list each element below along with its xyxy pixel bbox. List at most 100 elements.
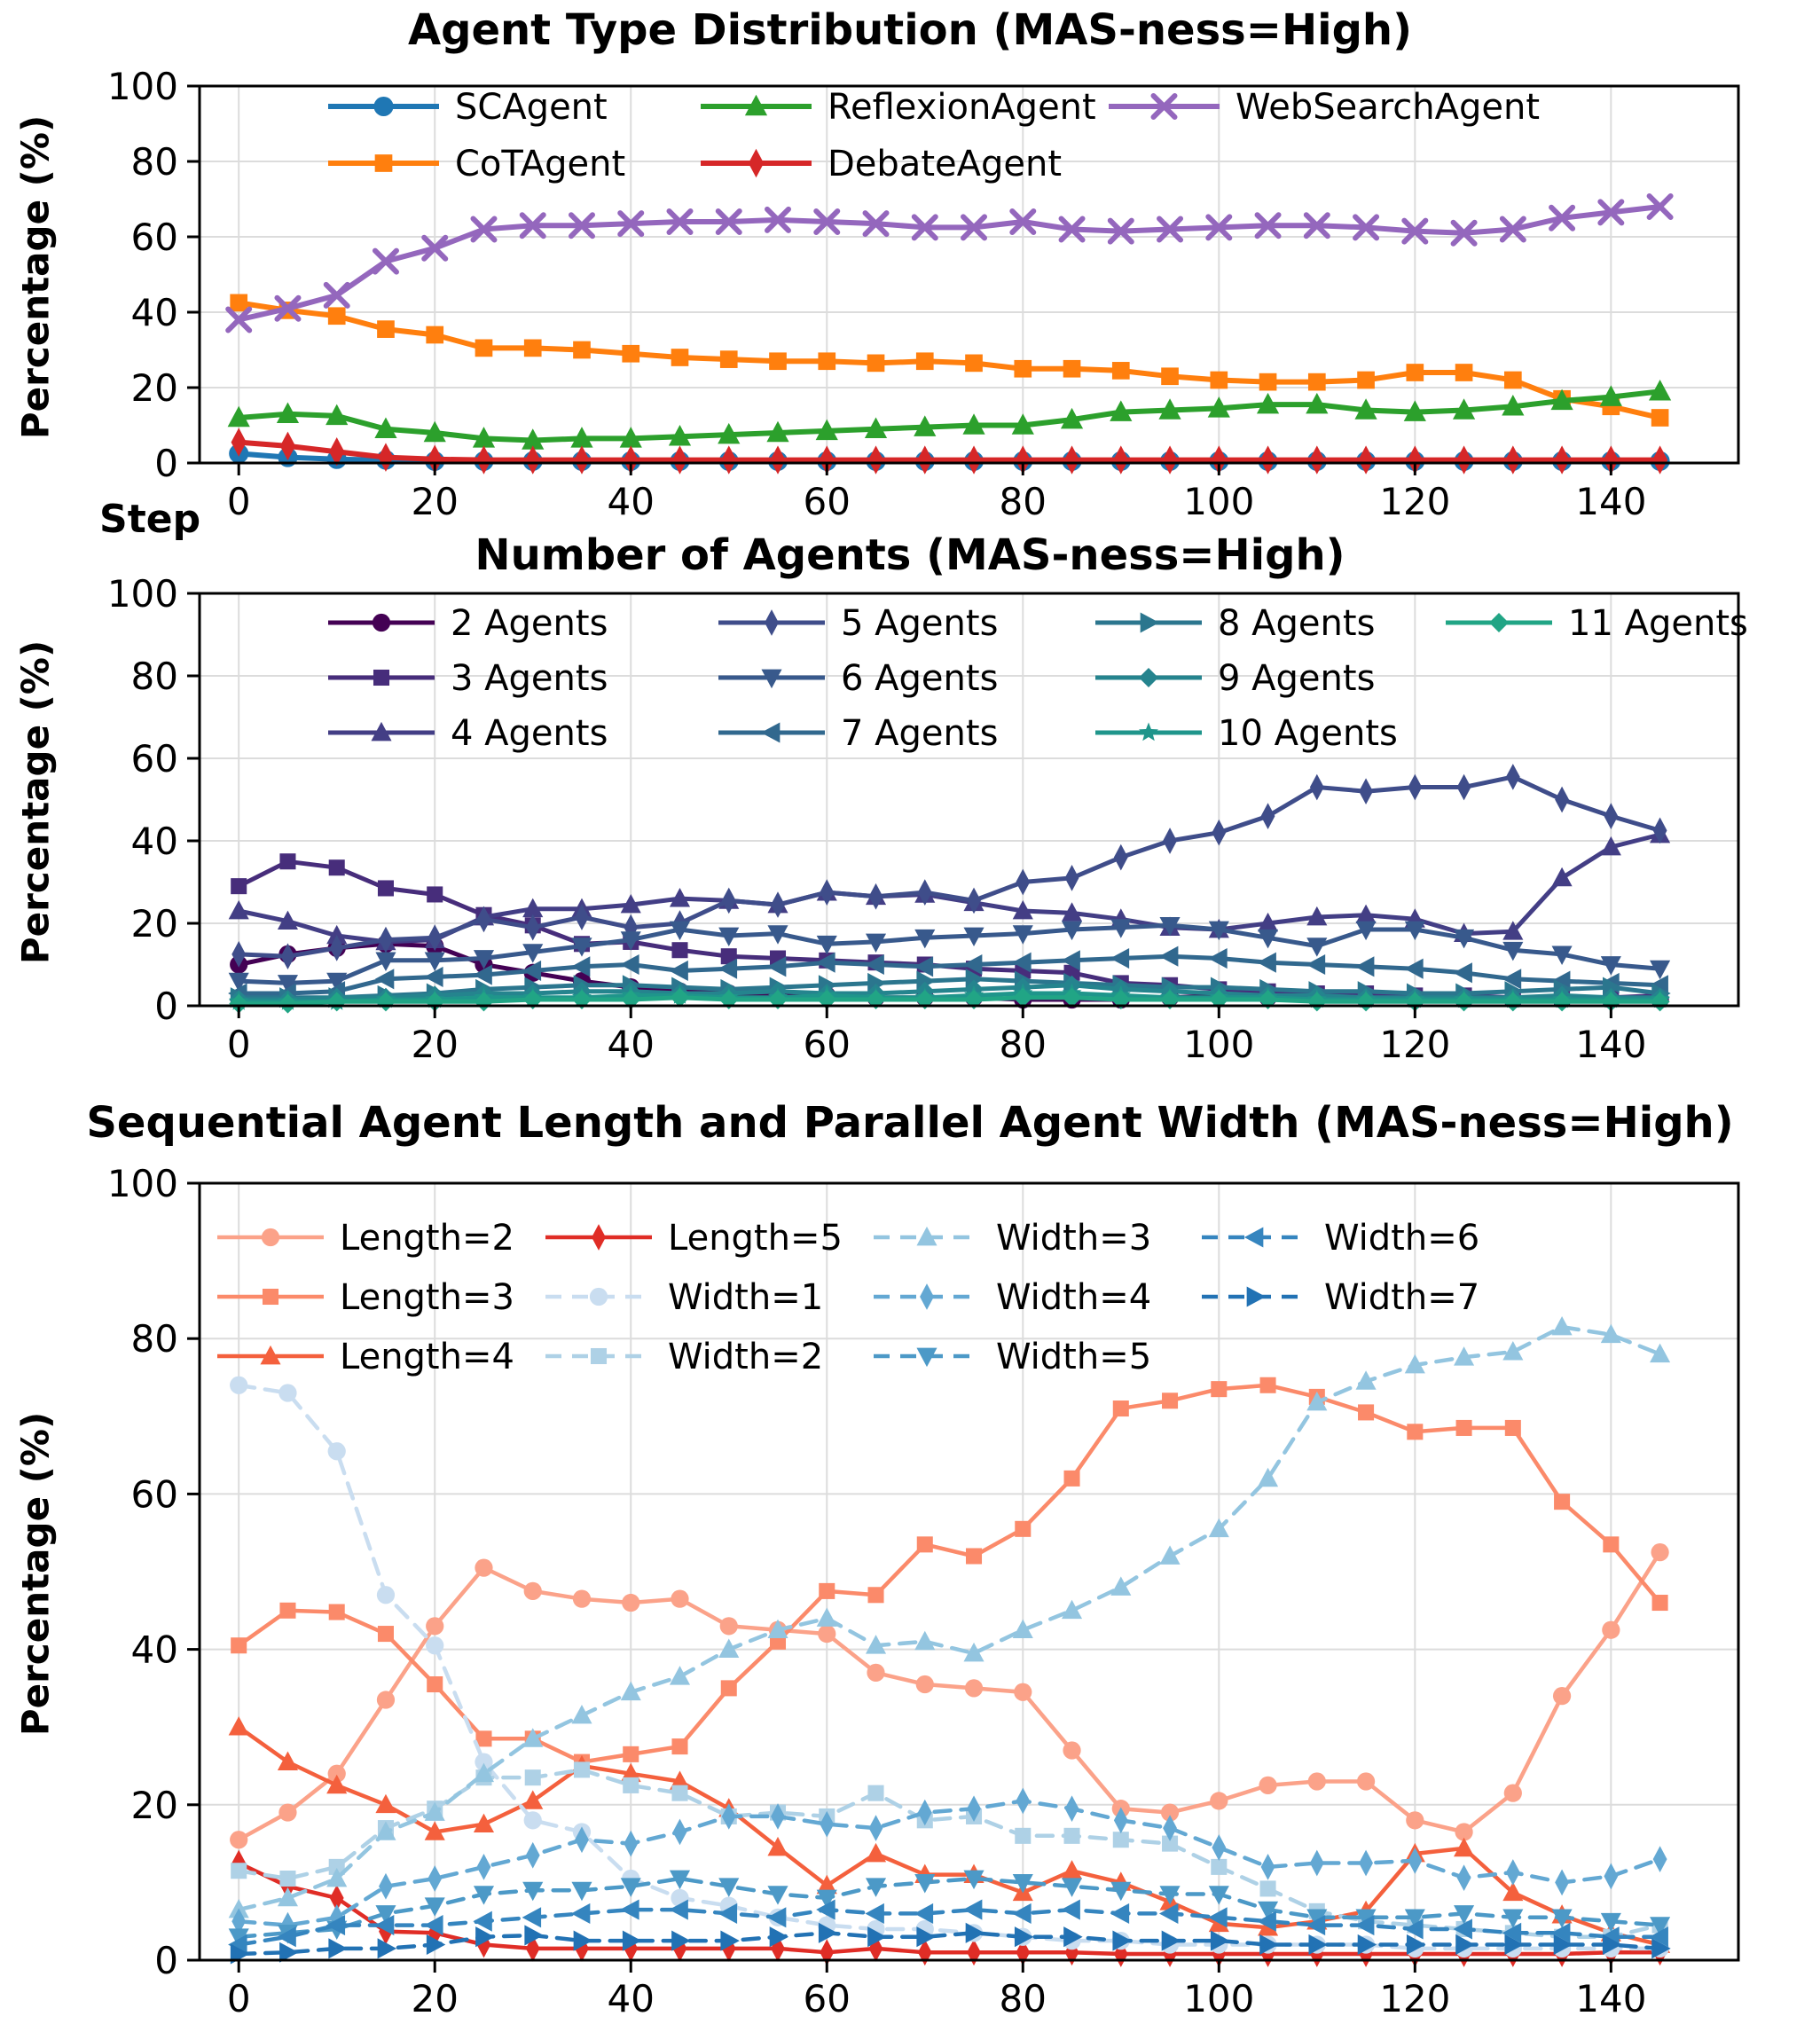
marker-v: [1551, 1909, 1573, 1928]
marker-<: [1306, 953, 1326, 976]
marker-<: [816, 952, 835, 973]
marker-d: [967, 1939, 981, 1966]
marker-^: [227, 405, 250, 428]
marker-v: [620, 1878, 641, 1897]
marker-^: [620, 1681, 641, 1701]
marker-<: [1110, 947, 1130, 969]
marker-^: [914, 1630, 936, 1651]
marker-s: [1259, 373, 1277, 391]
marker-^: [916, 1226, 937, 1246]
x-tick-label: 20: [411, 1023, 458, 1066]
marker-x: [715, 208, 742, 235]
marker-^: [1502, 921, 1524, 940]
marker-<: [326, 1915, 346, 1936]
marker-<: [865, 953, 884, 976]
marker-d: [920, 1283, 934, 1310]
marker-d: [231, 941, 247, 968]
marker-v: [326, 972, 348, 992]
marker-x: [1157, 216, 1184, 243]
marker-d: [1015, 445, 1031, 475]
x-tick-label: 0: [227, 1977, 251, 2020]
marker-^: [1599, 385, 1622, 406]
marker-^: [1355, 1370, 1377, 1390]
marker-x: [323, 281, 350, 309]
marker-o: [475, 1753, 493, 1771]
marker-s: [377, 1626, 394, 1643]
marker-o: [1503, 1784, 1522, 1802]
marker-v: [424, 952, 445, 971]
marker-^: [326, 1774, 348, 1794]
marker-v: [916, 1347, 937, 1368]
marker-s: [720, 948, 737, 965]
marker-^: [620, 1762, 641, 1783]
marker-D: [278, 993, 298, 1014]
marker-v: [522, 1881, 544, 1902]
marker-^: [423, 420, 446, 443]
marker-v: [865, 1878, 887, 1897]
marker-d: [1505, 1859, 1520, 1886]
marker-s: [622, 344, 640, 363]
marker-<: [570, 956, 591, 977]
marker-d: [279, 431, 296, 461]
marker-s: [328, 859, 345, 876]
marker-s: [867, 1785, 884, 1801]
marker-^: [424, 1821, 445, 1840]
marker-x: [1058, 216, 1086, 243]
marker-o: [523, 1811, 542, 1830]
series-4-agents: [228, 823, 1671, 951]
series-width-3: [228, 1315, 1671, 1918]
legend-item-8-agents: 8 Agents: [1095, 603, 1375, 644]
legend-item-debateagent: DebateAgent: [701, 144, 1062, 184]
marker-s: [1161, 367, 1179, 386]
y-tick-label: 20: [131, 902, 178, 945]
marker-v: [1551, 945, 1573, 965]
marker-s: [867, 354, 885, 373]
marker-o: [589, 1287, 608, 1306]
legend-item-width-6: Width=6: [1202, 1218, 1479, 1259]
marker-v: [1061, 921, 1083, 941]
marker-^: [1158, 398, 1181, 420]
legend-label: 9 Agents: [1218, 658, 1375, 699]
marker-<: [962, 1899, 983, 1920]
marker-D: [1489, 613, 1509, 632]
marker-v: [1258, 929, 1279, 949]
plot-border: [198, 1181, 1740, 1962]
y-tick-label: 100: [107, 572, 178, 616]
marker->: [1014, 1926, 1034, 1948]
marker-d: [476, 906, 491, 933]
marker-d: [1162, 445, 1178, 475]
marker-v: [1650, 1917, 1671, 1936]
marker-d: [1163, 1815, 1177, 1841]
marker-s: [1455, 1419, 1472, 1436]
marker-v: [1502, 941, 1524, 961]
legend-label: Width=6: [1324, 1218, 1479, 1259]
marker-v: [767, 1886, 788, 1905]
marker-<: [374, 1915, 395, 1936]
marker-^: [815, 419, 838, 441]
chart2-ylabel: Percentage (%): [13, 639, 58, 965]
legend-label: Width=7: [1324, 1277, 1479, 1318]
legend-label: 7 Agents: [841, 713, 998, 754]
marker-x: [813, 208, 841, 235]
marker-^: [1012, 1619, 1033, 1639]
legend-label: 10 Agents: [1218, 713, 1398, 754]
marker-s: [1063, 359, 1081, 378]
legend: Length=2 Length=3 Length=4 Length=5 Width=1 W…: [217, 1218, 1479, 1377]
marker-^: [1600, 836, 1621, 856]
y-tick-label: 0: [154, 1939, 178, 1982]
legend-label: Width=3: [996, 1218, 1151, 1259]
marker-v: [620, 931, 641, 951]
x-tick-label: 140: [1575, 480, 1646, 523]
marker-x: [1353, 214, 1380, 241]
marker-s: [426, 326, 444, 344]
marker-d: [575, 904, 589, 930]
marker-v: [1502, 1909, 1524, 1928]
legend-label: WebSearchAgent: [1236, 87, 1540, 128]
marker->: [671, 1930, 691, 1951]
marker-d: [1456, 773, 1471, 801]
x-tick-label: 20: [411, 1977, 458, 2020]
axis-ticks: 0 20 40 60 80 100 120 140 0 20 40 60 80 100: [107, 1162, 1647, 2020]
marker-<: [1208, 1907, 1228, 1928]
marker-s: [279, 853, 296, 870]
marker-o: [327, 1764, 346, 1783]
